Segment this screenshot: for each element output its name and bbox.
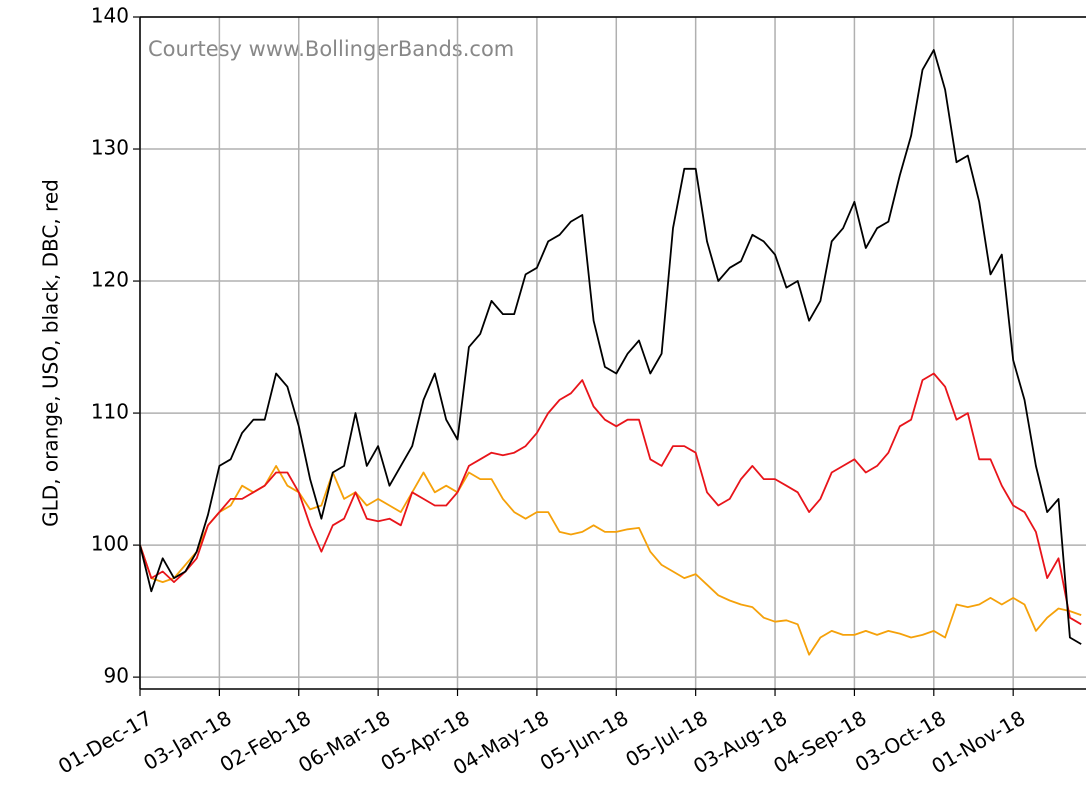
x-tick-label: 01-Dec-17 xyxy=(54,706,156,779)
line xyxy=(139,49,1082,645)
y-tick-label: 120 xyxy=(91,268,129,292)
annotation: Courtesy www.BollingerBands.com xyxy=(148,37,514,61)
y-tick-label: 100 xyxy=(91,532,129,556)
y-tick-label: 130 xyxy=(91,136,129,160)
x-tick-label: 06-Mar-18 xyxy=(294,706,394,778)
line xyxy=(139,465,1082,656)
y-axis-label: GLD, orange, USO, black, DBC, red xyxy=(39,179,63,527)
y-tick-label: 110 xyxy=(91,400,129,424)
line xyxy=(139,372,1082,626)
y-tick-label: 90 xyxy=(104,664,129,688)
y-tick-label: 140 xyxy=(91,4,129,28)
x-tick-label: 05-Jun-18 xyxy=(536,706,633,776)
